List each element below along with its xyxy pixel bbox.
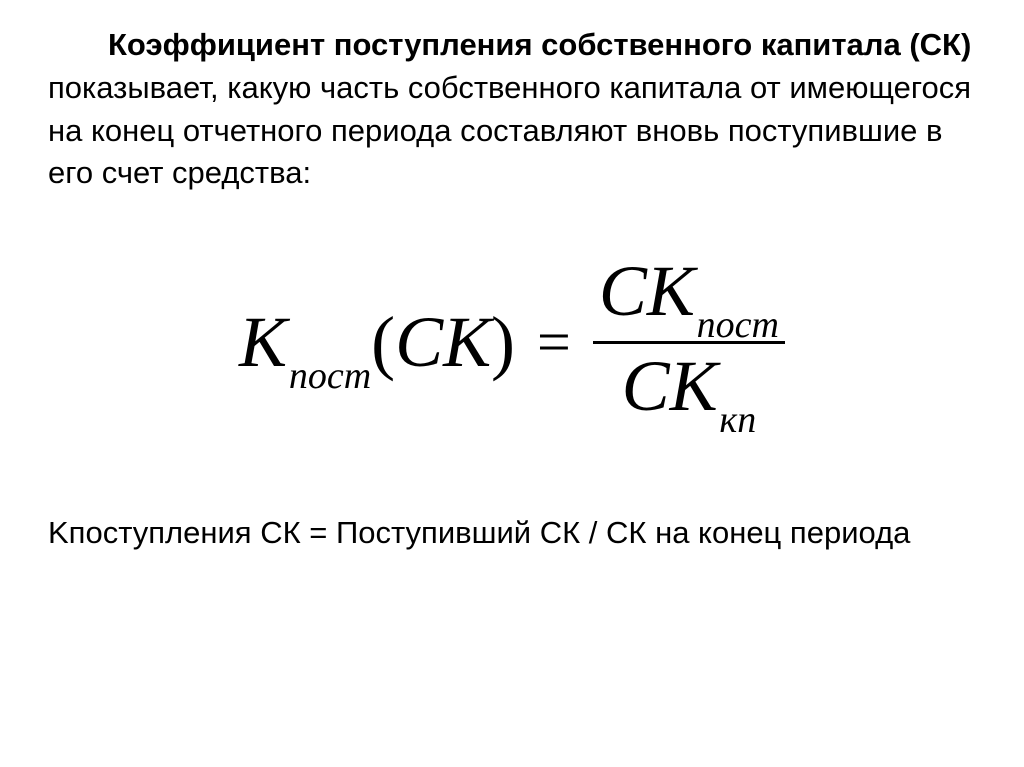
denominator: СК кп	[616, 350, 763, 430]
paren-open: (	[371, 301, 395, 384]
definition-paragraph: Коэффициент поступления собственного кап…	[48, 24, 976, 195]
den-sub: кп	[719, 401, 756, 439]
term-bold: Коэффициент поступления собственного кап…	[108, 27, 971, 62]
plain-equation: Kпоступления СК = Поступивший СК / СК на…	[48, 515, 976, 551]
slide-content: Коэффициент поступления собственного кап…	[0, 0, 1024, 551]
lhs-main: К	[239, 301, 287, 384]
lhs: К пост	[239, 301, 371, 384]
numerator: СК пост	[593, 255, 785, 335]
num-main: СК	[599, 255, 695, 327]
paren-close: )	[491, 301, 515, 384]
arg: СК	[395, 301, 491, 384]
equals: =	[537, 308, 571, 377]
num-sub: пост	[697, 306, 779, 344]
fraction: СК пост СК кп	[593, 255, 785, 430]
den-main: СК	[622, 350, 718, 422]
definition-rest: показывает, какую часть собственного кап…	[48, 70, 971, 191]
arg-text: СК	[395, 301, 491, 384]
formula: К пост ( СК ) = СК пост СК кп	[48, 255, 976, 430]
lhs-sub: пост	[289, 354, 371, 398]
